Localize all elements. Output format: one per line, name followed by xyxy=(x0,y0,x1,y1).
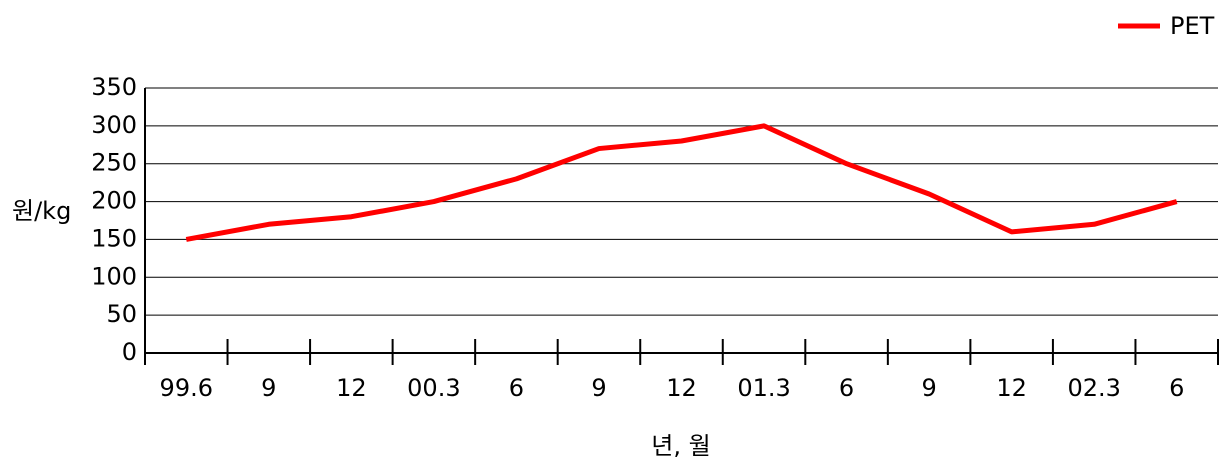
x-tick-label: 02.3 xyxy=(1067,374,1120,402)
y-tick-label: 100 xyxy=(91,262,137,290)
x-tick-label: 12 xyxy=(996,374,1027,402)
y-tick-label: 0 xyxy=(122,338,137,366)
x-tick-label: 99.6 xyxy=(160,374,213,402)
y-tick-label: 250 xyxy=(91,149,137,177)
x-tick-label: 00.3 xyxy=(407,374,460,402)
x-tick-label: 6 xyxy=(1169,374,1184,402)
x-tick-label: 9 xyxy=(921,374,936,402)
y-tick-label: 50 xyxy=(106,300,137,328)
x-tick-label: 9 xyxy=(261,374,276,402)
y-tick-label: 300 xyxy=(91,111,137,139)
y-tick-label: 350 xyxy=(91,73,137,101)
data-line xyxy=(185,123,1178,242)
x-tick-label: 9 xyxy=(591,374,606,402)
y-axis-label: 원/kg xyxy=(12,197,71,225)
x-tick-label: 01.3 xyxy=(737,374,790,402)
y-tick-label: 200 xyxy=(91,187,137,215)
x-tick-label: 6 xyxy=(509,374,524,402)
x-tick-label: 12 xyxy=(666,374,697,402)
legend-label: PET xyxy=(1170,12,1215,40)
x-tick-label: 12 xyxy=(336,374,367,402)
x-axis-label: 년, 월 xyxy=(651,432,710,460)
x-tick-label: 6 xyxy=(839,374,854,402)
y-tick-label: 150 xyxy=(91,224,137,252)
